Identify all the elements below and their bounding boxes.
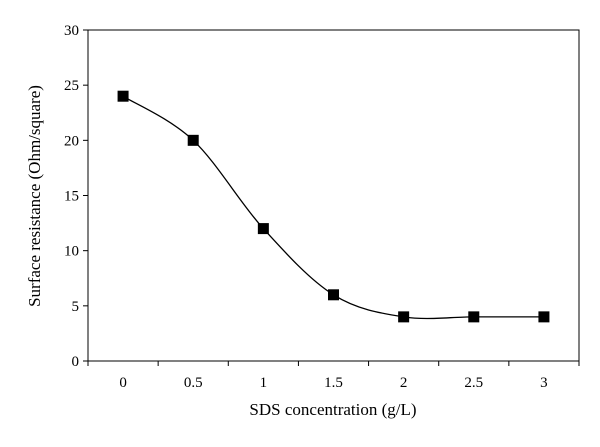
data-point-marker (257, 223, 269, 235)
data-point-marker (538, 311, 550, 323)
y-tick-label: 30 (64, 23, 79, 39)
y-tick-label: 10 (64, 244, 79, 260)
y-tick-label: 20 (64, 133, 79, 149)
x-tick-label: 0 (119, 375, 127, 391)
data-point-marker (117, 90, 129, 102)
x-tick-label: 1 (260, 375, 268, 391)
x-tick-label: 0.5 (184, 375, 203, 391)
plot-area-frame (87, 29, 580, 362)
series-markers (117, 90, 550, 323)
x-tick-label: 1.5 (324, 375, 343, 391)
data-point-marker (187, 134, 199, 146)
y-axis: 0 5 10 15 20 25 30 (64, 23, 88, 370)
data-point-marker (328, 289, 339, 301)
data-point-marker (398, 311, 410, 323)
x-tick-label: 2 (400, 375, 408, 391)
y-tick-label: 5 (72, 299, 80, 315)
series-curve (122, 95, 544, 320)
y-tick-label: 15 (64, 189, 79, 205)
y-tick-label: 25 (64, 78, 79, 94)
x-axis: 0 0.5 1 1.5 2 2.5 3 (87, 361, 580, 391)
y-tick-label: 0 (72, 354, 80, 370)
data-point-marker (468, 311, 480, 323)
x-tick-label: 2.5 (464, 375, 483, 391)
x-axis-title: SDS concentration (g/L) (249, 400, 416, 419)
y-axis-title: Surface resistance (Ohm/square) (25, 85, 44, 307)
x-tick-label: 3 (540, 375, 548, 391)
